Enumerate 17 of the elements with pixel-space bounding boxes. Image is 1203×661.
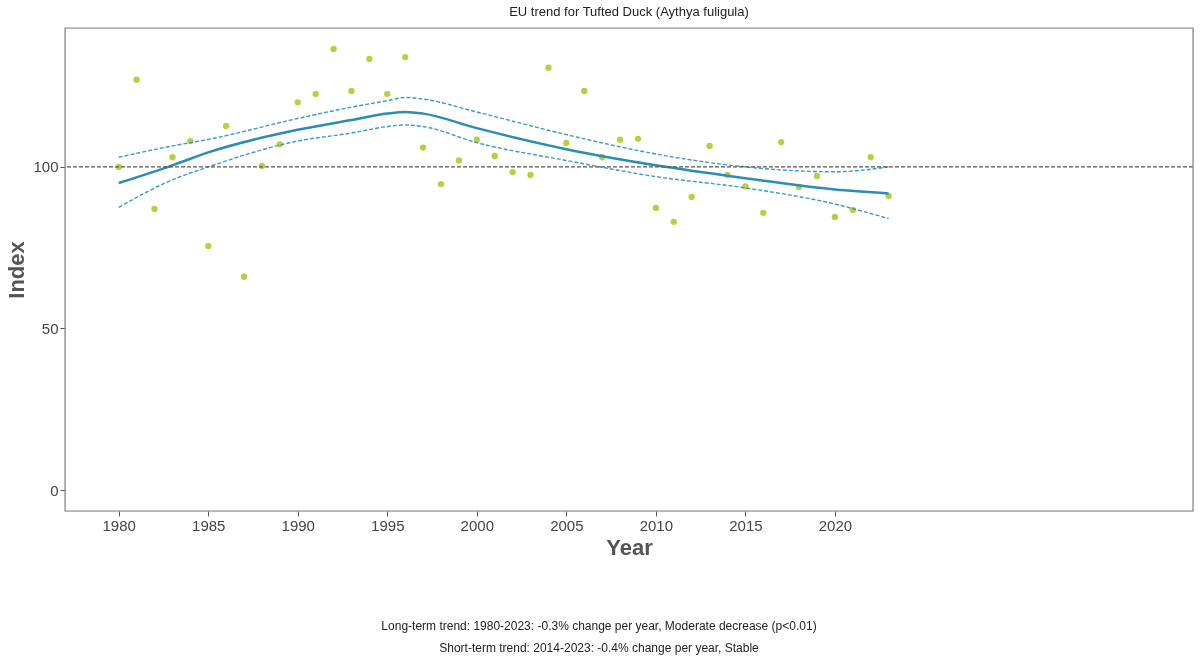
x-tick-label: 2015 <box>729 516 763 534</box>
y-tick-label: 50 <box>41 319 59 337</box>
x-tick-label: 1980 <box>102 516 136 534</box>
x-tick-label: 2010 <box>639 516 674 534</box>
x-tick-label: 2000 <box>460 516 494 534</box>
x-tick-label: 2020 <box>818 516 853 534</box>
x-tick-label: 1990 <box>281 516 315 534</box>
x-tick-label: 1995 <box>371 516 405 534</box>
x-tick-label: 2005 <box>550 516 584 534</box>
text: Long-term trend: 1980-2023: -0.3% change per year, Moderate decrease (p<0.01) <box>381 619 817 633</box>
x-axis-title: Year <box>606 534 654 560</box>
text: Short-term trend: 2014-2023: -0.4% change per year, Stable <box>439 641 760 655</box>
y-axis-title: Index <box>4 240 30 299</box>
chart-title: EU trend for Tufted Duck (Aythya fuligula) <box>509 4 749 20</box>
y-tick-label: 100 <box>33 158 59 176</box>
x-tick-label: 1985 <box>192 516 226 534</box>
y-tick-label: 0 <box>50 481 59 499</box>
